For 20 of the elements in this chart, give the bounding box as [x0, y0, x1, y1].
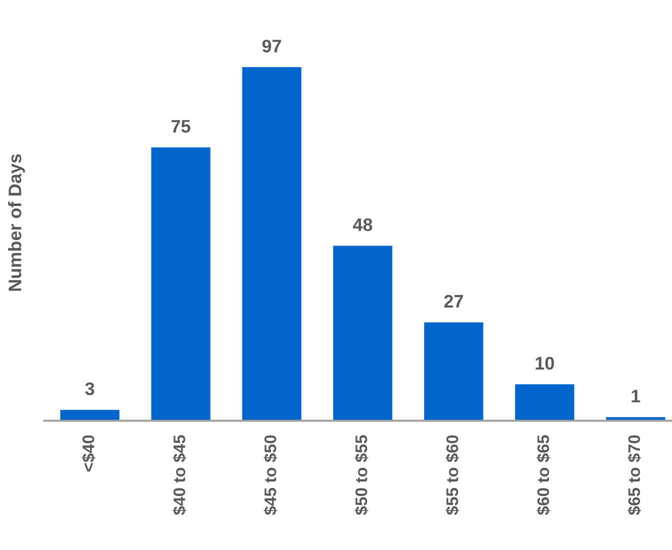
data-label: 27	[444, 294, 463, 308]
x-tick-label: $50 to $55	[354, 435, 368, 516]
bar	[151, 147, 210, 421]
bar	[242, 67, 302, 421]
data-label: 48	[352, 218, 372, 232]
x-tick-label: $55 to $60	[446, 435, 460, 516]
x-tick-label: $60 to $65	[536, 435, 550, 516]
data-label: 75	[172, 120, 190, 133]
bar	[515, 384, 574, 421]
data-label: 1	[632, 390, 640, 402]
y-axis-title: Number of Days	[8, 154, 25, 291]
x-tick-label: $45 to $50	[264, 435, 278, 516]
x-tick-label: <$40	[82, 435, 96, 472]
data-label: 3	[85, 382, 94, 396]
x-tick-label: $40 to $45	[172, 435, 186, 516]
data-label: 10	[536, 356, 554, 370]
bar	[333, 246, 392, 421]
x-tick-label: $65 to $70	[628, 435, 642, 516]
data-label: 97	[262, 40, 282, 52]
bar	[424, 322, 484, 421]
